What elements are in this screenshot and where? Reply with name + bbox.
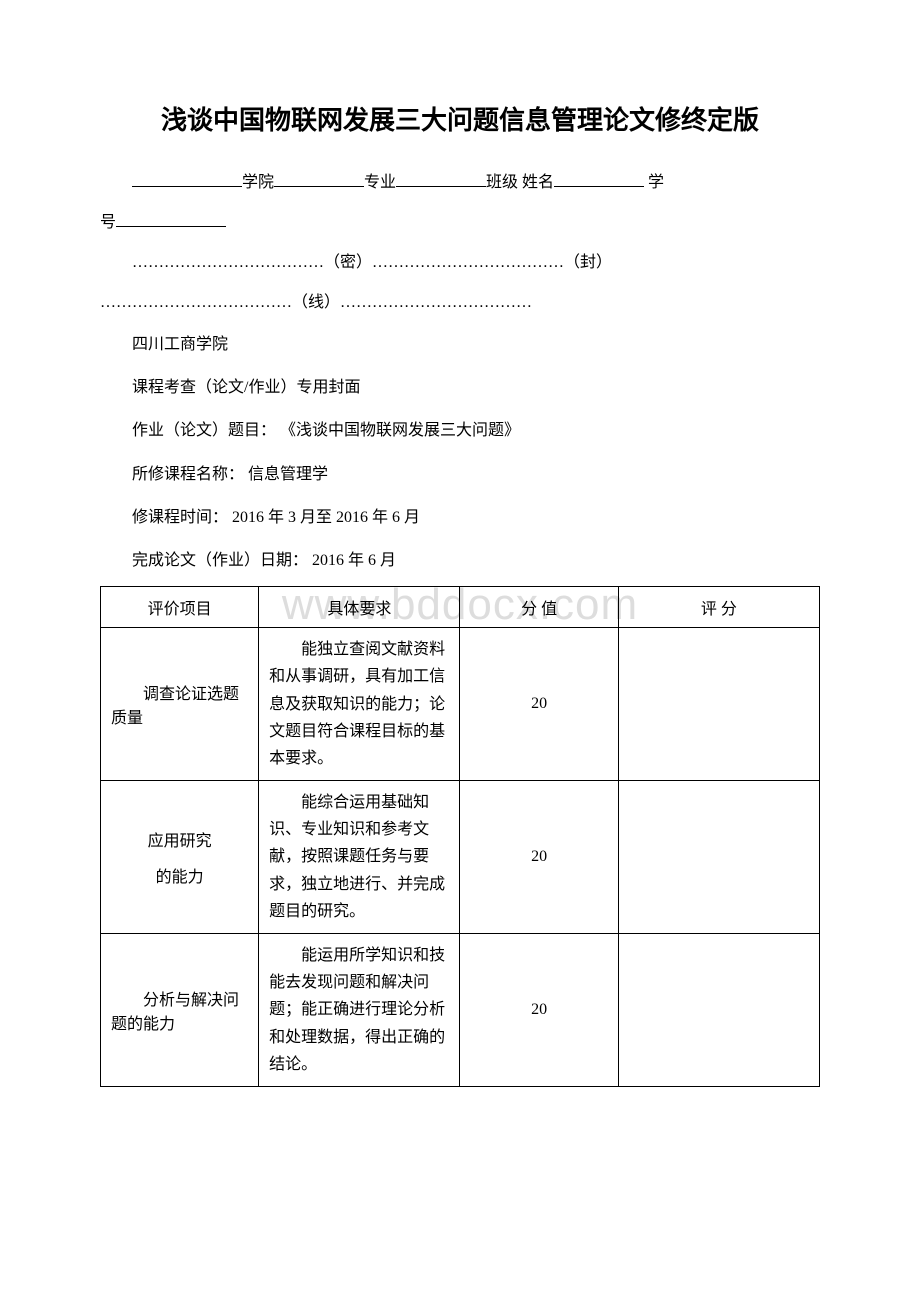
row3-grade [618, 934, 819, 1087]
row3-item: 分析与解决问题的能力 [101, 934, 259, 1087]
paper-title-line: 作业（论文）题目： 《浅谈中国物联网发展三大问题》 [100, 413, 820, 448]
seal-feng: （封） [564, 254, 612, 271]
document-content: 浅谈中国物联网发展三大问题信息管理论文修终定版 学院 专业 班级 姓名 学 号 ……… [100, 100, 820, 1087]
course-time-line: 修课程时间： 2016 年 3 月至 2016 年 6 月 [100, 500, 820, 535]
row1-score: 20 [460, 628, 618, 781]
course-time-label: 修课程时间： [132, 509, 232, 526]
blank-major [274, 169, 364, 187]
dots-3: ……………………………… [100, 294, 292, 311]
complete-date-value: 2016 年 6 月 [312, 552, 396, 569]
course-name-label: 所修课程名称： [132, 466, 248, 483]
row1-item: 调查论证选题质量 [101, 628, 259, 781]
document-title: 浅谈中国物联网发展三大问题信息管理论文修终定版 [100, 100, 820, 137]
row2-requirement: 能综合运用基础知识、专业知识和参考文献，按照课题任务与要求，独立地进行、并完成题… [259, 781, 460, 934]
paper-title-value: 《浅谈中国物联网发展三大问题》 [280, 422, 520, 439]
label-college: 学院 [242, 174, 274, 191]
course-name-line: 所修课程名称： 信息管理学 [100, 457, 820, 492]
table-header-row: 评价项目 具体要求 分 值 评 分 [101, 587, 820, 628]
label-class-name: 班级 姓名 [486, 174, 554, 191]
row2-item-line1: 应用研究 [111, 827, 248, 851]
course-name-value: 信息管理学 [248, 466, 328, 483]
school-name: 四川工商学院 [100, 327, 820, 362]
blank-name [554, 169, 644, 187]
course-time-value: 2016 年 3 月至 2016 年 6 月 [232, 509, 420, 526]
complete-date-line: 完成论文（作业）日期： 2016 年 6 月 [100, 543, 820, 578]
row1-grade [618, 628, 819, 781]
header-item: 评价项目 [101, 587, 259, 628]
table-row: 分析与解决问题的能力 能运用所学知识和技能去发现问题和解决问题；能正确进行理论分… [101, 934, 820, 1087]
label-major: 专业 [364, 174, 396, 191]
label-student: 学 [648, 174, 664, 191]
header-grade: 评 分 [618, 587, 819, 628]
seal-xian: （线） [292, 294, 340, 311]
evaluation-table: 评价项目 具体要求 分 值 评 分 调查论证选题质量 能独立查阅文献资料和从事调… [100, 586, 820, 1087]
header-score: 分 值 [460, 587, 618, 628]
row2-score: 20 [460, 781, 618, 934]
complete-date-label: 完成论文（作业）日期： [132, 552, 312, 569]
label-number: 号 [100, 214, 116, 231]
blank-class [396, 169, 486, 187]
blank-number [116, 209, 226, 227]
seal-line-2: ………………………………（线）……………………………… [100, 287, 820, 319]
blank-college [132, 169, 242, 187]
row2-item-line2: 的能力 [111, 863, 248, 887]
seal-line-1: ………………………………（密）………………………………（封） [100, 247, 820, 279]
row2-grade [618, 781, 819, 934]
row1-requirement: 能独立查阅文献资料和从事调研，具有加工信息及获取知识的能力；论文题目符合课程目标… [259, 628, 460, 781]
paper-title-label: 作业（论文）题目： [132, 422, 280, 439]
seal-mi: （密） [324, 254, 372, 271]
form-fields-line2: 号 [100, 207, 820, 239]
table-row: 应用研究 的能力 能综合运用基础知识、专业知识和参考文献，按照课题任务与要求，独… [101, 781, 820, 934]
row3-score: 20 [460, 934, 618, 1087]
row3-requirement: 能运用所学知识和技能去发现问题和解决问题；能正确进行理论分析和处理数据，得出正确… [259, 934, 460, 1087]
header-requirement: 具体要求 [259, 587, 460, 628]
form-fields-line1: 学院 专业 班级 姓名 学 [100, 167, 820, 199]
cover-type: 课程考查（论文/作业）专用封面 [100, 370, 820, 405]
dots-2: ……………………………… [372, 254, 564, 271]
dots-1: ……………………………… [132, 254, 324, 271]
table-row: 调查论证选题质量 能独立查阅文献资料和从事调研，具有加工信息及获取知识的能力；论… [101, 628, 820, 781]
dots-4: ……………………………… [340, 294, 532, 311]
row2-item: 应用研究 的能力 [101, 781, 259, 934]
